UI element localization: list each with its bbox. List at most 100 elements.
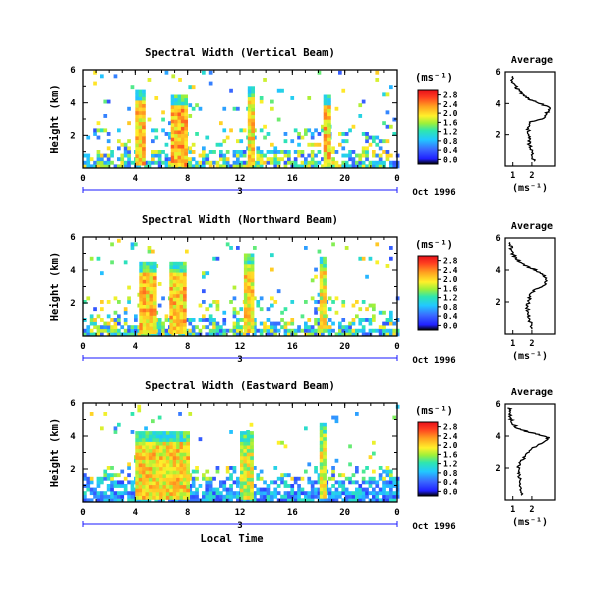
- heatmap-cell: [127, 300, 131, 304]
- heatmap-cell: [222, 480, 227, 485]
- heatmap-cell: [123, 484, 128, 488]
- heatmap-cell: [86, 484, 91, 488]
- heatmap-cell: [344, 491, 349, 496]
- heatmap-cell: [110, 260, 114, 265]
- heatmap-cell: [170, 137, 175, 142]
- heatmap-cell: [300, 153, 305, 158]
- heatmap-cell: [236, 332, 240, 337]
- heatmap-cell: [159, 485, 163, 489]
- heatmap-cell: [138, 467, 143, 471]
- heatmap-cell: [188, 85, 193, 90]
- heatmap-cell: [247, 267, 251, 272]
- heatmap-cell: [372, 318, 376, 322]
- heatmap-cell: [100, 128, 104, 133]
- heatmap-cell: [103, 325, 108, 330]
- heatmap-cell: [198, 160, 203, 165]
- heatmap-cell: [188, 487, 193, 492]
- heatmap-cell: [152, 301, 157, 306]
- heatmap-cell: [168, 135, 172, 140]
- heatmap-cell: [186, 434, 190, 439]
- heatmap-cell: [169, 301, 173, 306]
- heatmap-cell: [283, 153, 288, 158]
- heatmap-cell: [225, 328, 230, 333]
- heatmap-cell: [180, 119, 185, 124]
- heatmap-cell: [106, 153, 111, 158]
- heatmap-cell: [151, 157, 155, 162]
- heatmap-cell: [191, 157, 196, 162]
- heatmap-cell: [169, 279, 173, 284]
- heatmap-cell: [123, 491, 128, 496]
- heatmap-cell: [240, 445, 244, 450]
- heatmap-cell: [172, 488, 177, 493]
- heatmap-cell: [358, 328, 363, 333]
- average-title: Average: [511, 55, 553, 66]
- heatmap-cell: [323, 430, 327, 434]
- heatmap-cell: [172, 315, 177, 320]
- heatmap-cell: [351, 164, 356, 169]
- heatmap-cell: [327, 494, 332, 499]
- heatmap-cell: [215, 494, 220, 499]
- heatmap-cell: [142, 265, 147, 270]
- heatmap-cell: [135, 143, 139, 148]
- heatmap-cell: [96, 157, 101, 162]
- heatmap-cell: [127, 164, 131, 169]
- heatmap-cell: [331, 300, 335, 304]
- heatmap-cell: [219, 491, 223, 496]
- heatmap-cell: [338, 491, 342, 496]
- heatmap-cell: [323, 282, 327, 286]
- heatmap-cell: [270, 494, 274, 499]
- heatmap-cell: [179, 319, 184, 324]
- average-frame: [504, 71, 556, 167]
- heatmap-cell: [149, 305, 154, 309]
- colorbar: [417, 89, 439, 165]
- heatmap-cell: [225, 150, 230, 154]
- heatmap-cell: [319, 328, 324, 333]
- heatmap-cell: [205, 476, 210, 481]
- heatmap-cell: [344, 325, 349, 330]
- heatmap-cell: [127, 498, 131, 503]
- heatmap-cell: [242, 150, 247, 154]
- heatmap-cell: [188, 498, 193, 503]
- heatmap-cell: [100, 164, 104, 169]
- heatmap-cell: [179, 441, 184, 446]
- heatmap-cell: [152, 441, 156, 446]
- heatmap-cell: [96, 121, 101, 126]
- heatmap-cell: [319, 430, 324, 434]
- heatmap-cell: [389, 328, 393, 333]
- heatmap-cell: [142, 125, 146, 130]
- heatmap-cell: [182, 492, 187, 497]
- heatmap-cell: [165, 434, 170, 439]
- heatmap-cell: [378, 139, 383, 144]
- heatmap-cell: [186, 481, 190, 486]
- heatmap-cell: [300, 491, 305, 496]
- heatmap-cell: [344, 487, 349, 492]
- heatmap-cell: [135, 431, 139, 435]
- heatmap-cell: [240, 467, 244, 471]
- heatmap-cell: [250, 470, 254, 475]
- heatmap-cell: [310, 328, 315, 333]
- heatmap-cell: [106, 321, 111, 326]
- heatmap-cell: [327, 116, 331, 120]
- heatmap-cell: [174, 116, 178, 120]
- heatmap-cell: [148, 488, 153, 493]
- heatmap-cell: [219, 150, 223, 154]
- heatmap-cell: [171, 498, 176, 503]
- heatmap-cell: [123, 328, 128, 333]
- heatmap-cell: [232, 321, 237, 326]
- heatmap-cell: [117, 422, 121, 427]
- heatmap-cell: [310, 153, 315, 158]
- heatmap-cell: [123, 310, 128, 315]
- heatmap-cell: [174, 141, 178, 146]
- heatmap-cell: [273, 466, 278, 470]
- heatmap-cell: [348, 150, 352, 154]
- heatmap-cell: [151, 139, 155, 144]
- heatmap-cell: [162, 445, 167, 450]
- heatmap-cell: [191, 325, 196, 330]
- heatmap-cell: [139, 276, 143, 281]
- heatmap-cell: [276, 498, 281, 503]
- heatmap-cell: [103, 498, 108, 503]
- heatmap-cell: [323, 328, 327, 333]
- colorbar-tick-label: 0.0: [443, 321, 458, 330]
- heatmap-cell: [319, 458, 324, 463]
- heatmap-cell: [202, 289, 206, 294]
